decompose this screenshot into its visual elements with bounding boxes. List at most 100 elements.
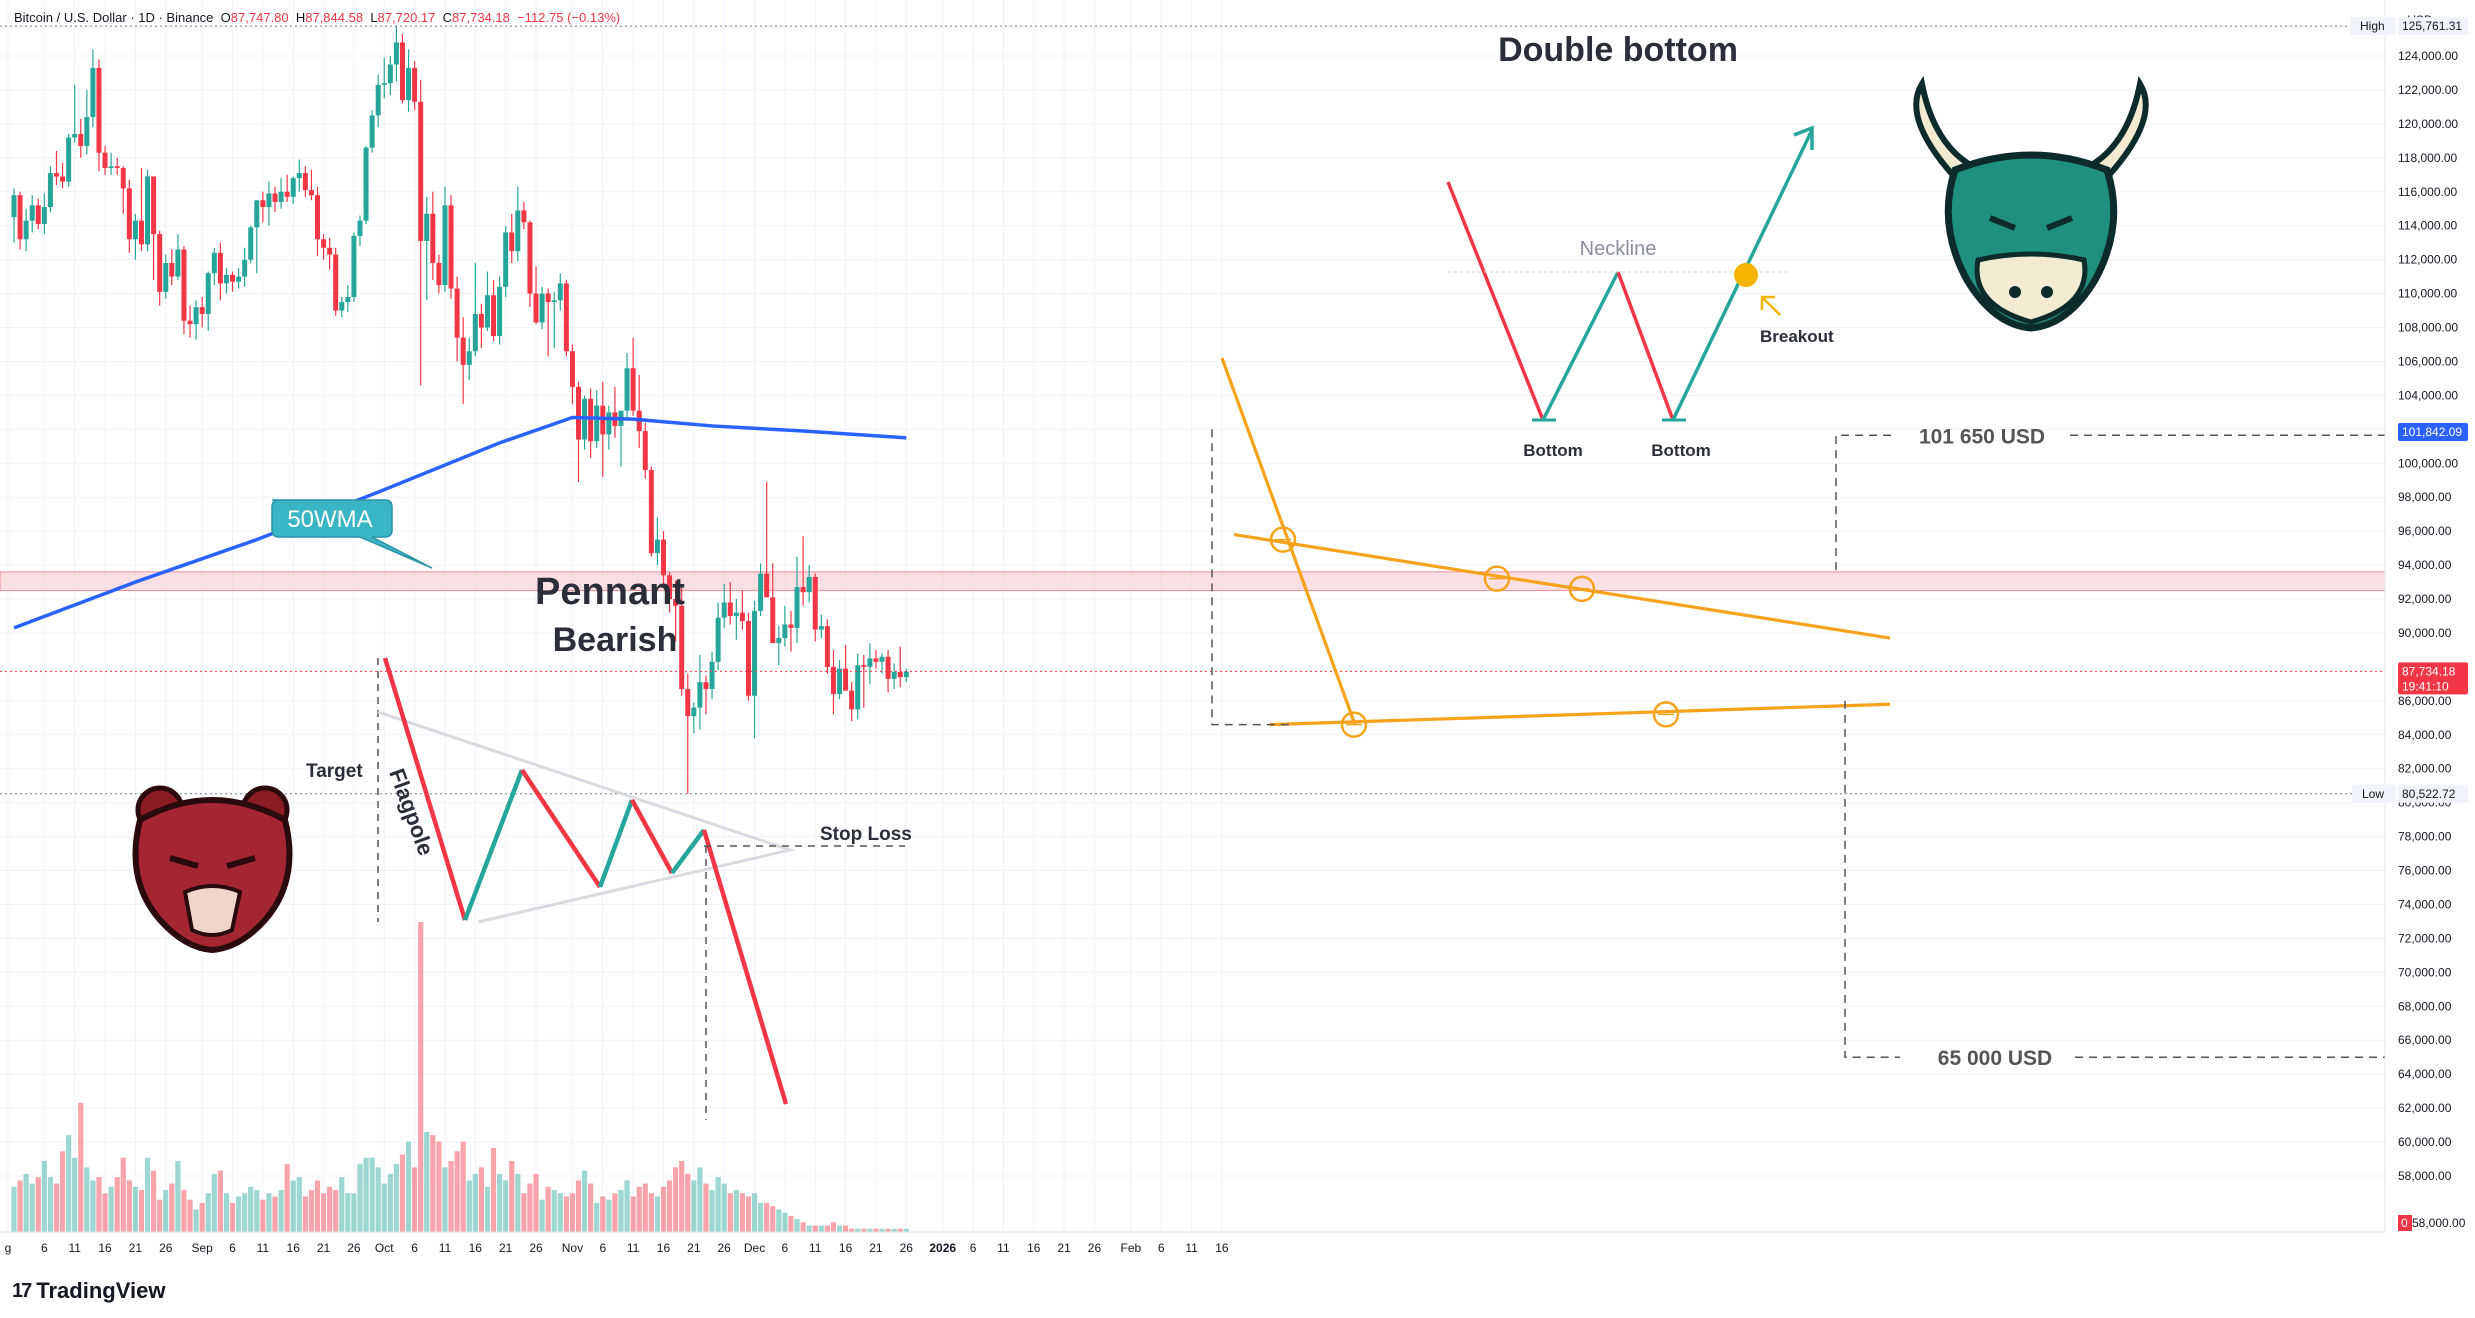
volume-bar [308, 1190, 315, 1232]
volume-bar [478, 1167, 484, 1232]
candle-body [393, 42, 399, 65]
time-tick-label: 2026 [929, 1241, 956, 1255]
volume-bar [660, 1186, 667, 1232]
candle-body [448, 205, 454, 289]
volume-bar [132, 1186, 138, 1232]
candle-body [41, 207, 47, 224]
candle-body [843, 668, 849, 691]
volume-bar [254, 1190, 260, 1232]
price-tick-label: 112,000.00 [2398, 253, 2457, 267]
tradingview-logo[interactable]: 17 TradingView [12, 1278, 165, 1304]
price-scale-bg [2385, 0, 2475, 1318]
volume-bar [278, 1190, 284, 1232]
price-scale[interactable]: USD124,000.00122,000.00120,000.00118,000… [2350, 0, 2475, 1318]
volume-value-tag [2398, 1215, 2412, 1231]
symbol-name[interactable]: Bitcoin / U.S. Dollar · 1D · Binance [14, 10, 214, 25]
volume-bar [484, 1186, 491, 1232]
volume-bar [460, 1141, 466, 1232]
pennant-up-leg-3 [670, 828, 706, 875]
candle-body [242, 259, 248, 277]
candle-body [424, 213, 430, 241]
candle-body [849, 690, 855, 710]
candle-body [897, 672, 903, 678]
volume-bar [17, 1180, 23, 1232]
volume-bar [327, 1186, 333, 1232]
bear-eye-right [226, 855, 256, 869]
candle-body [211, 252, 217, 274]
candle-body [454, 288, 460, 338]
candle-body [90, 67, 96, 118]
bottom-1-label: Bottom [1523, 441, 1582, 460]
candle-body [308, 190, 314, 196]
candle-body [412, 67, 418, 102]
candle-body [217, 252, 223, 284]
candle-body [788, 624, 794, 628]
volume-bar [594, 1202, 600, 1232]
flagpole-measure [1211, 429, 1290, 726]
price-tick-label: 70,000.00 [2398, 965, 2452, 979]
candle-body [375, 84, 381, 116]
time-tick-label: 26 [159, 1241, 173, 1255]
candle-body [120, 168, 126, 189]
candle-body [667, 575, 673, 600]
candle-body [563, 283, 569, 352]
candle-body [181, 249, 187, 321]
time-tick-label: 21 [869, 1241, 883, 1255]
volume-bar [824, 1225, 830, 1232]
candle-body [199, 307, 205, 314]
volume-bar [818, 1225, 824, 1232]
pennant-up-leg-2 [597, 799, 635, 888]
price-tick-label: 94,000.00 [2398, 558, 2452, 572]
volume-bar [666, 1180, 673, 1232]
time-axis[interactable]: g 6 11 16 21 26 Sep 6 11 16 21 26 Oct 6 11 16 21 26 Nov 6 11… [0, 1231, 2385, 1270]
volume-bar [721, 1183, 727, 1232]
volume-bar [727, 1193, 733, 1232]
volume-bar [879, 1228, 885, 1232]
symbol-header[interactable]: Bitcoin / U.S. Dollar · 1D · Binance O87… [14, 10, 620, 25]
volume-bar [472, 1173, 478, 1232]
low-label-tag [2352, 784, 2396, 803]
candle-body [126, 188, 132, 240]
volume-bars [11, 922, 909, 1232]
pennant-lower-line [1269, 702, 1891, 727]
volume-bar [873, 1228, 879, 1232]
candle-body [296, 173, 302, 179]
candle-body [460, 337, 466, 365]
volume-bar [47, 1177, 54, 1232]
candle-body [733, 612, 739, 616]
time-tick-label: 21 [317, 1241, 331, 1255]
price-tick-label: 76,000.00 [2398, 864, 2452, 878]
candle-body [521, 210, 527, 223]
volume-bar [618, 1190, 624, 1232]
time-tick-label: Dec [744, 1241, 765, 1255]
volume-bar [806, 1225, 812, 1232]
volume-bar [108, 1186, 114, 1232]
volume-bar [260, 1199, 266, 1232]
candle-body [764, 573, 770, 598]
volume-bar [90, 1180, 96, 1232]
price-tick-label: 60,000.00 [2398, 1135, 2452, 1149]
annotations: 101 650 USD 65 000 USD Double bottom Neckli… [132, 31, 2385, 1120]
candle-body [624, 368, 630, 411]
db-arrowhead [1793, 125, 1814, 150]
volume-bar [600, 1196, 606, 1232]
db-down-leg-2 [1616, 271, 1675, 421]
candle-body [193, 307, 199, 325]
volume-bar [405, 1141, 412, 1232]
candle-body [138, 220, 144, 245]
candle-body [205, 273, 211, 314]
price-tick-label: 58,000.00 [2398, 1169, 2452, 1183]
high-label-tag [2350, 17, 2396, 36]
candle-body [752, 610, 758, 696]
candle-body [29, 205, 35, 221]
candle-body [679, 605, 685, 689]
time-tick-label: 16 [839, 1241, 853, 1255]
candle-body [35, 205, 41, 224]
volume-bar [515, 1173, 521, 1232]
time-tick-label: Feb [1121, 1241, 1142, 1255]
candle-body [484, 295, 490, 328]
volume-bar [581, 1170, 588, 1232]
breakout-dot [1734, 263, 1758, 287]
volume-bar [199, 1202, 205, 1232]
